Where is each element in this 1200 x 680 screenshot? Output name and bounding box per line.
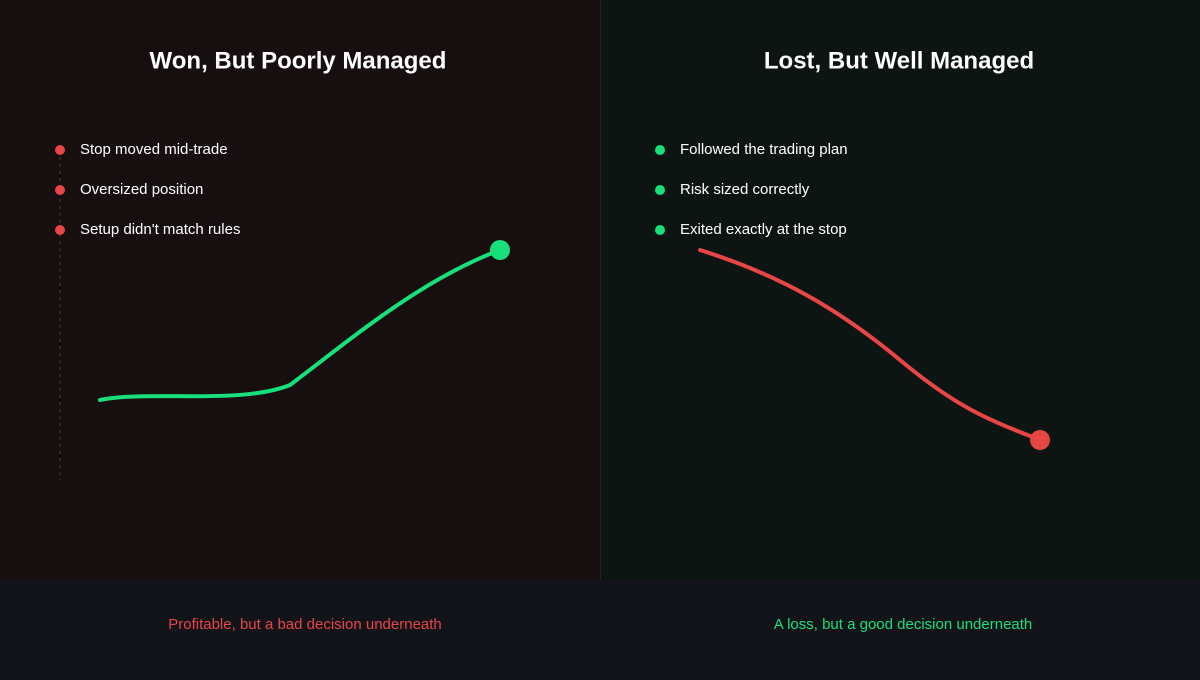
end-dot bbox=[490, 240, 510, 260]
bullet bbox=[655, 145, 665, 155]
panel-title: Lost, But Well Managed bbox=[764, 47, 1034, 74]
item: Exited exactly at the stop bbox=[680, 221, 847, 238]
bullet bbox=[655, 185, 665, 195]
bullet bbox=[55, 145, 65, 155]
loss-curve bbox=[698, 248, 1042, 442]
item: Stop moved mid-trade bbox=[80, 141, 228, 158]
item: Oversized position bbox=[80, 181, 203, 198]
item: Setup didn't match rules bbox=[80, 221, 240, 238]
left-panel bbox=[0, 0, 600, 580]
bullet bbox=[55, 185, 65, 195]
bullet bbox=[55, 225, 65, 235]
item: Followed the trading plan bbox=[680, 141, 848, 158]
right-panel bbox=[600, 0, 1200, 580]
footer bbox=[0, 580, 1200, 675]
win-curve bbox=[98, 248, 502, 402]
end-dot bbox=[1030, 430, 1050, 450]
bullet bbox=[655, 225, 665, 235]
panel-title: Won, But Poorly Managed bbox=[150, 47, 447, 74]
item: Risk sized correctly bbox=[680, 181, 810, 198]
caption: Profitable, but a bad decision underneat… bbox=[168, 616, 442, 633]
caption: A loss, but a good decision underneath bbox=[774, 616, 1033, 633]
